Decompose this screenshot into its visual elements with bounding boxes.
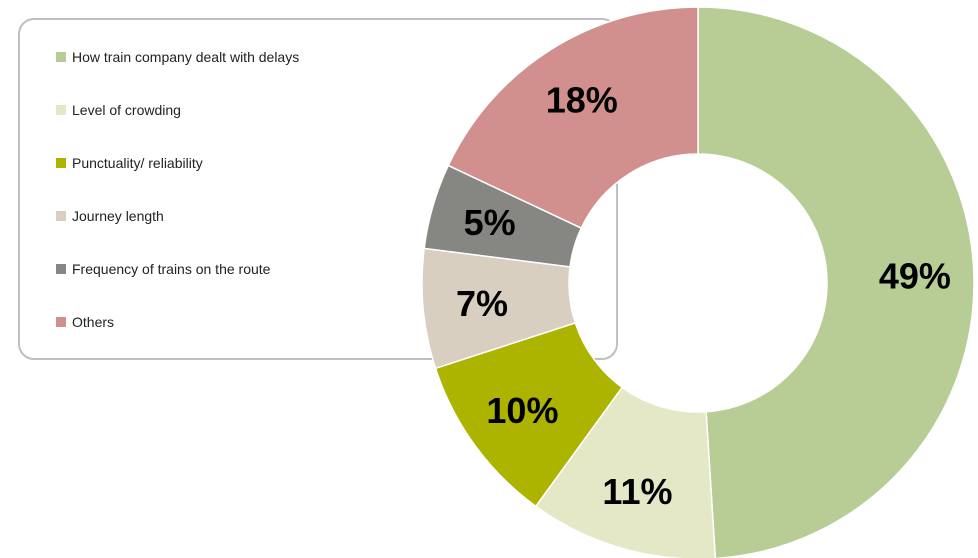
legend-item: How train company dealt with delays — [56, 44, 299, 70]
legend-label: Punctuality/ reliability — [72, 155, 203, 171]
legend-item: Others — [56, 309, 299, 335]
legend — [18, 18, 618, 360]
legend-swatch — [56, 158, 66, 168]
legend-swatch — [56, 264, 66, 274]
slice-data-label: 18% — [546, 79, 618, 120]
slice-data-label: 5% — [464, 202, 516, 243]
donut-slice — [697, 6, 975, 558]
legend-item: Journey length — [56, 203, 299, 229]
legend-item: Level of crowding — [56, 97, 299, 123]
legend-swatch — [56, 52, 66, 62]
legend-swatch — [56, 105, 66, 115]
slice-data-label: 11% — [602, 471, 672, 512]
legend-label: Journey length — [72, 208, 164, 224]
legend-swatch — [56, 317, 66, 327]
slice-data-label: 10% — [486, 390, 558, 431]
slice-data-label: 7% — [456, 283, 508, 324]
legend-label: Others — [72, 314, 115, 330]
legend-label: Level of crowding — [72, 102, 181, 118]
legend-item: Punctuality/ reliability — [56, 150, 299, 176]
legend-swatch — [56, 211, 66, 221]
legend-label: How train company dealt with delays — [72, 49, 300, 65]
legend-item: Frequency of trains on the route — [56, 256, 299, 282]
donut-slice — [447, 6, 699, 230]
slice-data-label: 49% — [879, 256, 951, 297]
legend-label: Frequency of trains on the route — [72, 261, 271, 277]
legend-items: How train company dealt with delays Level… — [56, 44, 299, 335]
